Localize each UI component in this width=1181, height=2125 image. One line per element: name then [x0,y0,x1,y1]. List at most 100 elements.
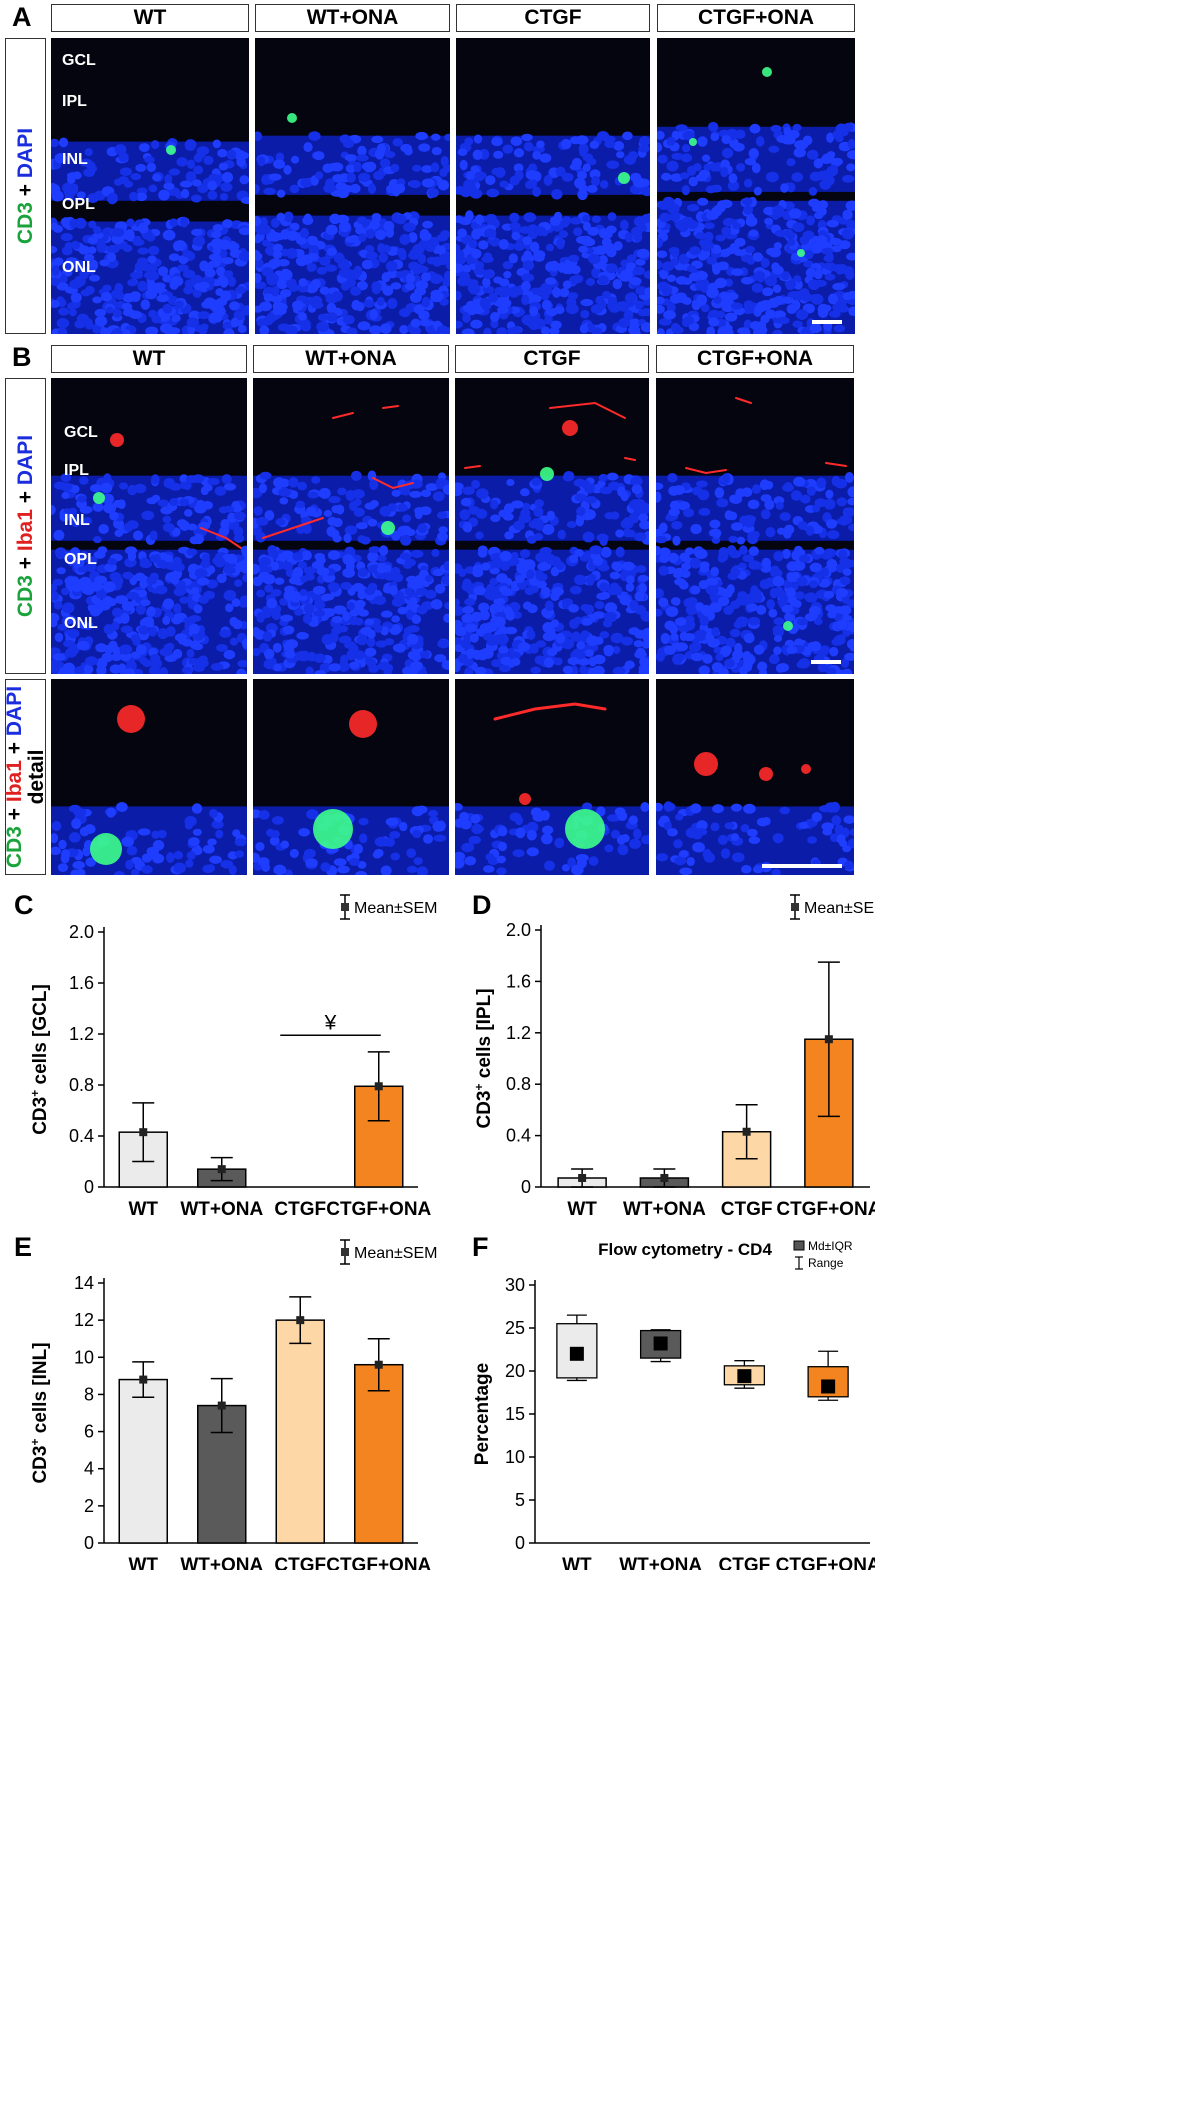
y-tick-label: 14 [74,1273,94,1293]
mean-marker [296,1316,305,1325]
panel-letter-a: A [12,2,32,32]
mean-marker [374,1082,383,1091]
y-tick-label: 6 [84,1422,94,1442]
x-tick-label: WT+ONA [619,1555,702,1570]
legend-label: Mean±SEM [804,900,875,917]
panel-letter-e: E [14,1232,33,1262]
median-marker [737,1369,752,1384]
panel-b-stain-label: CD3 + Iba1 + DAPI [13,434,37,618]
x-tick-label: CTGF [719,1555,771,1570]
median-marker [653,1336,668,1351]
bar-wt [118,1378,168,1544]
layer-label-onl: ONL [64,615,98,632]
y-tick-label: 20 [505,1361,525,1381]
chart-f: 0 5 10 15 20 25 30 Percentage Flow cytometry - C… [472,1239,875,1570]
y-tick-label: 5 [515,1490,525,1510]
y-tick-label: 0 [515,1533,525,1553]
median-marker [569,1346,584,1361]
y-axis-label: CD3+ cells [INL] [28,1342,51,1483]
panel-a-header-wt: WT [51,4,249,32]
panel-a-header-ctgf: CTGF [456,4,650,32]
layer-label-ipl: IPL [62,93,87,110]
y-tick-label: 0.8 [69,1075,94,1095]
y-tick-label: 1.6 [69,973,94,993]
y-tick-label: 1.2 [506,1023,531,1043]
y-tick-label: 0.8 [506,1074,531,1094]
panel-b-header-ctgf: CTGF [455,345,649,373]
layer-label-inl: INL [64,512,90,529]
legend-marker [791,903,799,911]
y-tick-label: 10 [505,1447,525,1467]
y-axis-label: CD3+ cells [GCL] [28,984,51,1135]
y-tick-label: 1.6 [506,971,531,991]
mean-marker [139,1375,148,1384]
detail-micrograph-ctgf [455,679,649,875]
legend-label: Mean±SEM [354,1245,437,1262]
panel-b-detail-label: CD3 + Iba1 + DAPI detail [2,685,48,869]
y-tick-label: 25 [505,1318,525,1338]
detail-micrograph-wt [51,679,247,875]
panel-a-header-wt-ona: WT+ONA [255,4,450,32]
y-tick-label: 30 [505,1275,525,1295]
legend-box-label: Md±IQR [808,1239,853,1253]
panel-letter-d: D [472,890,492,920]
median-marker [821,1379,836,1394]
chart-d: 0 0.4 0.8 1.2 1.6 2.0 CD3+ cells [IPL] WT WT+ONA… [472,894,875,1220]
y-tick-label: 2.0 [69,922,94,942]
micrograph-b-ctgf-ona [656,378,854,674]
scale-bar-b [811,660,841,664]
layer-label-inl: INL [62,151,88,168]
detail-micrograph-ctgf-ona [656,679,854,875]
x-tick-label: WT [562,1555,592,1570]
panel-letter-c: C [14,890,34,920]
mean-marker [217,1165,226,1174]
y-tick-label: 15 [505,1404,525,1424]
legend-marker [341,903,349,911]
layer-label-onl: ONL [62,259,96,276]
panel-letter-b: B [12,342,32,372]
x-tick-label: CTGF+ONA [776,1555,875,1570]
detail-micrograph-wt-ona [253,679,449,875]
x-tick-label: WT [567,1199,597,1220]
x-tick-label: WT [128,1199,158,1220]
x-tick-label: CTGF+ONA [326,1199,431,1220]
mean-marker [578,1174,587,1183]
x-tick-label: WT+ONA [180,1555,263,1570]
micrograph-b-wt [51,378,247,674]
x-tick-label: CTGF+ONA [776,1199,875,1220]
x-tick-label: CTGF [274,1555,326,1570]
scale-bar-a [812,320,842,324]
x-tick-label: WT+ONA [623,1199,706,1220]
y-tick-label: 0 [521,1177,531,1197]
chart-title: Flow cytometry - CD4 [598,1240,772,1259]
chart-e: 0 2 4 6 8 10 12 14 CD3+ cells [INL] WT WT+ONA CTGF C… [28,1239,437,1570]
panel-b-detail-label-box: CD3 + Iba1 + DAPI detail [2,679,48,875]
micrograph-b-ctgf [455,378,649,674]
scale-bar-detail [762,864,842,868]
micrograph-a-wt [51,38,249,334]
x-tick-label: WT+ONA [180,1199,263,1220]
y-tick-label: 0 [84,1533,94,1553]
layer-label-gcl: GCL [64,424,98,441]
y-tick-label: 2 [84,1496,94,1516]
panel-letter-f: F [472,1232,489,1262]
y-tick-label: 8 [84,1384,94,1404]
panel-a-stain-label-box: CD3 + DAPI [5,38,46,334]
y-tick-label: 0.4 [506,1126,531,1146]
y-tick-label: 2.0 [506,920,531,940]
mean-marker [217,1401,226,1410]
x-tick-label: CTGF [274,1199,326,1220]
x-tick-label: CTGF+ONA [326,1555,431,1570]
x-tick-label: WT [128,1555,158,1570]
y-tick-label: 0.4 [69,1126,94,1146]
mean-marker [742,1127,751,1136]
legend-box-icon [793,1240,805,1251]
panel-b-header-wt: WT [51,345,247,373]
bar-ctgf [275,1319,325,1544]
micrograph-a-wt-ona [255,38,450,334]
micrograph-a-ctgf-ona [657,38,855,334]
y-tick-label: 4 [84,1459,94,1479]
y-tick-label: 10 [74,1347,94,1367]
box-wt-ona [639,1329,682,1359]
legend-range-label: Range [808,1256,844,1270]
